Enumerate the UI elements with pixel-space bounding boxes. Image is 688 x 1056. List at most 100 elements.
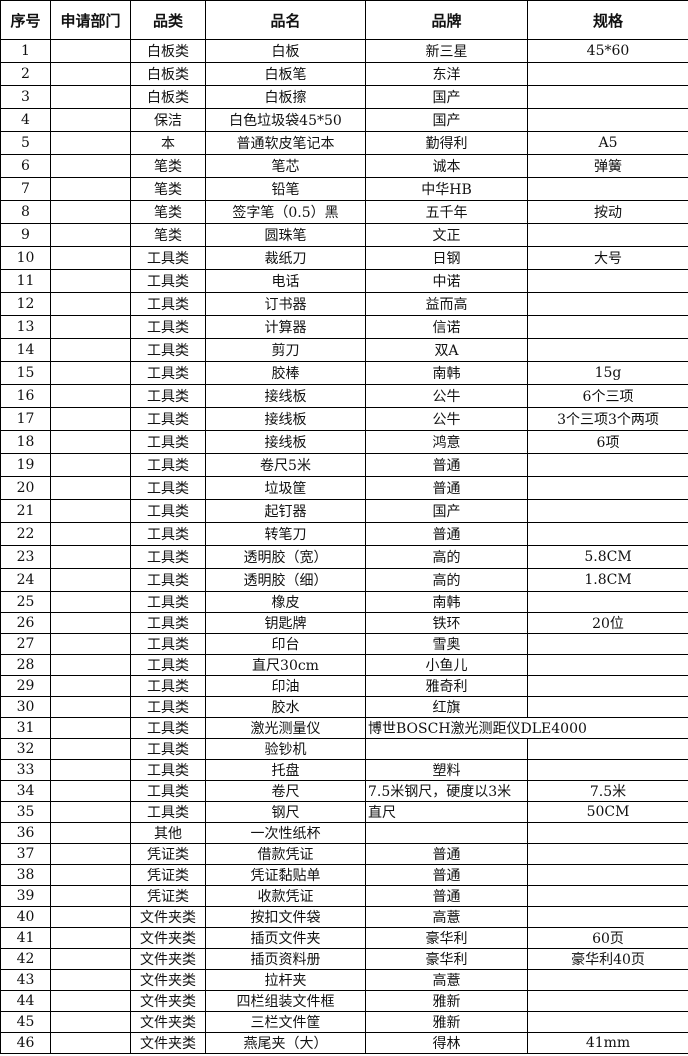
cell-category: 工具类 [130, 759, 206, 781]
cell-spec: 50CM [527, 801, 688, 823]
cell-index: 17 [0, 407, 51, 431]
cell-index: 2 [0, 62, 51, 86]
cell-brand: 直尺 [365, 801, 528, 823]
cell-brand: 信诺 [365, 315, 528, 339]
cell-index: 21 [0, 499, 51, 523]
header-row: 序号 申请部门 品类 品名 品牌 规格 [0, 0, 688, 40]
cell-department [50, 591, 131, 613]
cell-department [50, 633, 131, 655]
cell-spec [527, 62, 688, 86]
cell-item-name: 托盘 [205, 759, 366, 781]
cell-department [50, 154, 131, 178]
table-row: 41 文件夹类 插页文件夹 豪华利 60页 [0, 927, 688, 949]
cell-category: 白板类 [130, 62, 206, 86]
cell-category: 笔类 [130, 154, 206, 178]
cell-spec: 1.8CM [527, 568, 688, 592]
cell-category: 文件夹类 [130, 948, 206, 970]
cell-category: 工具类 [130, 633, 206, 655]
cell-spec: 6个三项 [527, 384, 688, 408]
cell-item-name: 插页文件夹 [205, 927, 366, 949]
cell-item-name: 三栏文件筐 [205, 1011, 366, 1033]
table-row: 24 工具类 透明胶（细） 高的 1.8CM [0, 568, 688, 592]
cell-spec [527, 338, 688, 362]
cell-category: 工具类 [130, 384, 206, 408]
table-row: 40 文件夹类 按扣文件袋 高薏 [0, 906, 688, 928]
cell-brand [365, 738, 528, 760]
cell-item-name: 验钞机 [205, 738, 366, 760]
cell-department [50, 407, 131, 431]
cell-category: 工具类 [130, 407, 206, 431]
cell-department [50, 453, 131, 477]
table-row: 13 工具类 计算器 信诺 [0, 315, 688, 339]
cell-index: 22 [0, 522, 51, 546]
cell-index: 38 [0, 864, 51, 886]
cell-index: 37 [0, 843, 51, 865]
cell-item-name: 收款凭证 [205, 885, 366, 907]
cell-category: 工具类 [130, 499, 206, 523]
cell-brand: 文正 [365, 223, 528, 247]
cell-brand: 小鱼儿 [365, 654, 528, 676]
cell-spec: A5 [527, 131, 688, 155]
table-row: 4 保洁 白色垃圾袋45*50 国产 [0, 108, 688, 132]
cell-index: 43 [0, 969, 51, 991]
cell-brand: 高的 [365, 545, 528, 569]
cell-department [50, 1011, 131, 1033]
cell-department [50, 696, 131, 718]
cell-spec: 5.8CM [527, 545, 688, 569]
cell-category: 其他 [130, 822, 206, 844]
cell-category: 工具类 [130, 292, 206, 316]
cell-spec [527, 1011, 688, 1033]
cell-category: 笔类 [130, 223, 206, 247]
table-row: 19 工具类 卷尺5米 普通 [0, 453, 688, 477]
cell-index: 26 [0, 612, 51, 634]
cell-brand: 高的 [365, 568, 528, 592]
table-row: 21 工具类 起钉器 国产 [0, 499, 688, 523]
cell-index: 9 [0, 223, 51, 247]
cell-department [50, 131, 131, 155]
cell-brand: 雅奇利 [365, 675, 528, 697]
cell-category: 文件夹类 [130, 906, 206, 928]
cell-index: 20 [0, 476, 51, 500]
cell-category: 工具类 [130, 269, 206, 293]
header-category: 品类 [130, 0, 206, 40]
cell-item-name: 透明胶（细） [205, 568, 366, 592]
cell-department [50, 361, 131, 385]
cell-department [50, 568, 131, 592]
cell-index: 40 [0, 906, 51, 928]
cell-department [50, 780, 131, 802]
cell-item-name: 笔芯 [205, 154, 366, 178]
cell-spec [527, 269, 688, 293]
table-row: 26 工具类 钥匙牌 铁环 20位 [0, 612, 688, 634]
cell-category: 工具类 [130, 545, 206, 569]
cell-index: 31 [0, 717, 51, 739]
cell-item-name: 计算器 [205, 315, 366, 339]
cell-spec: 按动 [527, 200, 688, 224]
cell-department [50, 499, 131, 523]
cell-item-name: 转笔刀 [205, 522, 366, 546]
cell-index: 11 [0, 269, 51, 293]
cell-category: 工具类 [130, 591, 206, 613]
cell-item-name: 卷尺5米 [205, 453, 366, 477]
cell-spec [527, 696, 688, 718]
cell-index: 36 [0, 822, 51, 844]
cell-item-name: 电话 [205, 269, 366, 293]
cell-brand: 普通 [365, 476, 528, 500]
cell-index: 25 [0, 591, 51, 613]
cell-spec: 7.5米 [527, 780, 688, 802]
cell-category: 白板类 [130, 85, 206, 109]
table-row: 31 工具类 激光测量仪 博世BOSCH激光测距仪DLE4000 [0, 717, 688, 739]
cell-index: 29 [0, 675, 51, 697]
cell-category: 白板类 [130, 39, 206, 63]
cell-item-name: 白色垃圾袋45*50 [205, 108, 366, 132]
cell-spec [527, 759, 688, 781]
cell-brand: 红旗 [365, 696, 528, 718]
cell-item-name: 四栏组装文件框 [205, 990, 366, 1012]
header-spec: 规格 [527, 0, 688, 40]
cell-item-name: 白板笔 [205, 62, 366, 86]
table-row: 32 工具类 验钞机 [0, 738, 688, 760]
cell-brand: 博世BOSCH激光测距仪DLE4000 [365, 717, 587, 739]
cell-department [50, 675, 131, 697]
table-row: 9 笔类 圆珠笔 文正 [0, 223, 688, 247]
cell-spec [527, 85, 688, 109]
